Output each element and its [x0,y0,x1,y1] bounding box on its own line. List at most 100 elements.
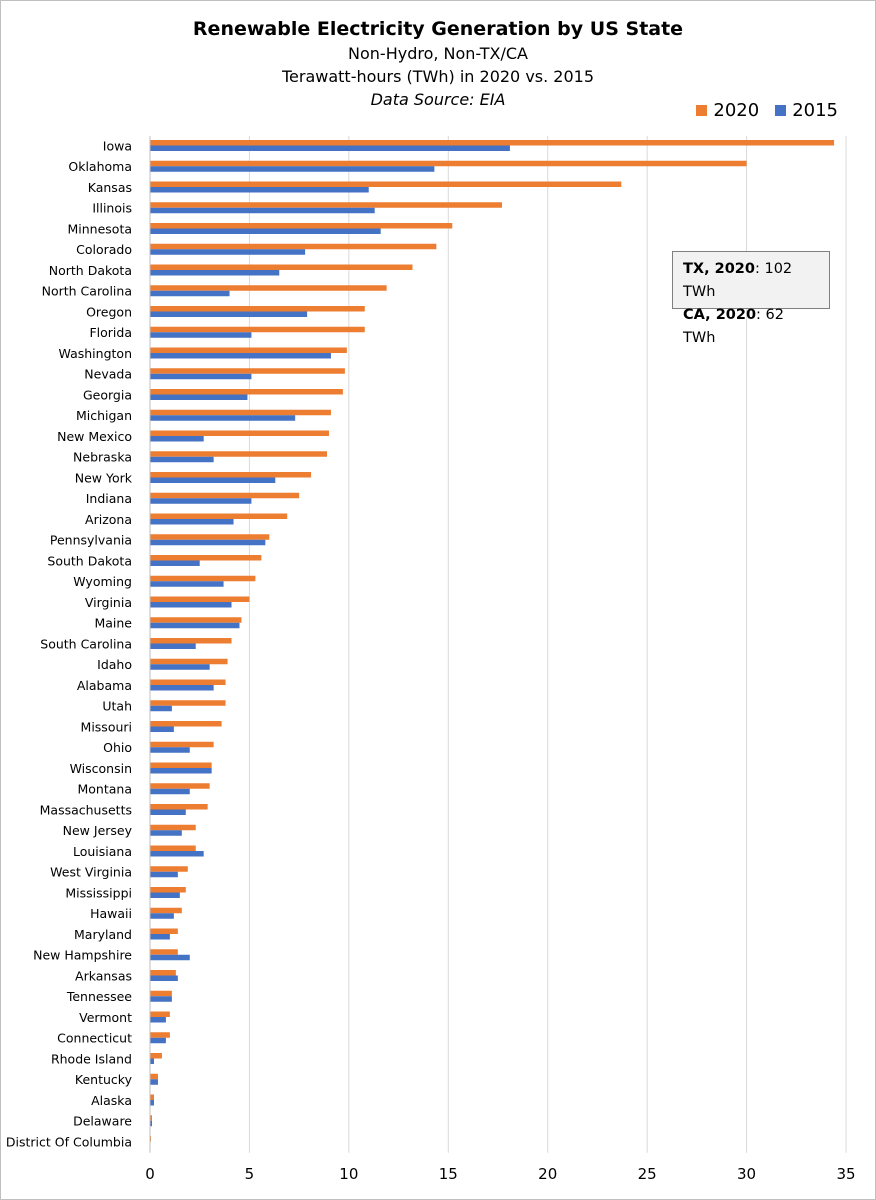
bar-2015-hawaii [150,913,174,919]
legend-item-2015: 2015 [775,100,838,121]
bar-2015-west-virginia [150,871,178,878]
y-tick-label-vermont: Vermont [79,1010,132,1025]
y-tick-label-michigan: Michigan [76,408,132,423]
bar-2015-mississippi [150,892,180,898]
x-tick-label-5: 5 [245,1165,255,1183]
bar-2020-alaska [150,1094,154,1100]
legend: 2020 2015 [680,100,838,121]
bar-2020-connecticut [150,1032,170,1038]
bar-2020-maryland [150,928,178,934]
bar-2020-massachusetts [150,804,208,810]
y-tick-label-wisconsin: Wisconsin [70,761,132,776]
legend-label-2020: 2020 [713,100,760,121]
bar-2015-utah [150,705,172,712]
bar-2020-arkansas [150,970,176,976]
bar-2020-utah [150,700,226,706]
bar-2020-new-jersey [150,824,196,831]
bar-2015-oregon [150,311,308,317]
bar-2015-alabama [150,685,214,691]
bar-2015-south-carolina [150,643,196,649]
bar-2015-oklahoma [150,166,435,172]
y-tick-label-utah: Utah [102,699,132,714]
bar-2020-mississippi [150,887,186,893]
legend-label-2015: 2015 [792,100,838,121]
bar-2020-oregon [150,306,365,312]
bar-2020-maine [150,617,242,623]
bar-2015-north-dakota [150,270,280,276]
bar-2020-oklahoma [150,160,747,167]
bar-2015-washington [150,353,331,359]
bar-2020-illinois [150,202,502,208]
bar-2020-north-dakota [150,264,413,270]
y-tick-label-new-york: New York [75,470,133,485]
bar-2020-wisconsin [150,762,212,768]
bar-2015-massachusetts [150,809,186,815]
legend-item-2020: 2020 [696,100,759,121]
bar-2020-wyoming [150,575,256,582]
y-tick-label-georgia: Georgia [83,387,132,402]
annotation-ca-bold: CA, 2020 [683,307,757,323]
bar-2020-tennessee [150,990,172,997]
legend-swatch-2020 [696,105,708,116]
bar-2020-montana [150,783,210,789]
y-tick-label-south-dakota: South Dakota [47,553,132,568]
bar-2015-new-mexico [150,436,204,442]
bar-2015-montana [150,788,190,795]
bar-2020-north-carolina [150,285,387,291]
bar-2020-ohio [150,741,214,748]
chart-subtitle-2: Terawatt-hours (TWh) in 2020 vs. 2015 [281,67,595,86]
bar-2020-washington [150,347,347,353]
bar-2015-iowa [150,145,510,151]
y-tick-label-pennsylvania: Pennsylvania [50,533,132,548]
y-tick-label-alabama: Alabama [77,678,132,693]
y-tick-label-iowa: Iowa [103,138,132,153]
bar-2020-indiana [150,492,300,499]
bar-2020-rhode-island [150,1053,162,1059]
bar-2020-kentucky [150,1073,158,1080]
bar-2015-south-dakota [150,560,200,566]
y-tick-label-washington: Washington [59,346,132,361]
bar-2020-virginia [150,596,250,602]
y-tick-label-massachusetts: Massachusetts [40,802,132,817]
y-tick-label-arizona: Arizona [85,512,132,527]
y-tick-label-tennessee: Tennessee [66,989,132,1004]
y-tick-label-missouri: Missouri [81,719,132,734]
legend-swatch-2015 [775,105,787,116]
bar-2015-louisiana [150,851,204,857]
bar-2020-colorado [150,243,437,250]
bar-2015-kentucky [150,1079,158,1085]
y-tick-label-kentucky: Kentucky [75,1072,133,1087]
bar-2015-wyoming [150,581,224,587]
bar-2020-new-york [150,472,312,478]
bar-2015-arizona [150,519,234,525]
x-tick-label-10: 10 [339,1165,358,1183]
y-tick-label-district-of-columbia: District Of Columbia [6,1134,132,1149]
bar-2020-louisiana [150,845,196,851]
y-tick-label-idaho: Idaho [97,657,132,672]
bar-2015-new-hampshire [150,954,190,961]
bar-2015-missouri [150,726,174,732]
bar-2015-delaware [150,1120,152,1127]
y-tick-label-new-jersey: New Jersey [63,823,133,838]
bar-2020-idaho [150,658,228,665]
y-tick-label-oregon: Oregon [86,304,132,319]
y-tick-label-connecticut: Connecticut [57,1031,132,1046]
bar-2020-michigan [150,409,331,416]
y-tick-label-alaska: Alaska [91,1093,132,1108]
bar-2015-new-jersey [150,830,182,836]
annotation-ca-value: : 62 TWh [683,307,784,346]
bar-2015-maryland [150,934,170,940]
y-tick-label-delaware: Delaware [73,1114,132,1129]
y-tick-label-ohio: Ohio [103,740,132,755]
bar-2020-vermont [150,1011,170,1017]
bar-2020-nevada [150,368,345,374]
y-tick-label-indiana: Indiana [86,491,132,506]
bar-2015-kansas [150,187,369,193]
y-tick-label-colorado: Colorado [76,242,132,257]
y-tick-label-oklahoma: Oklahoma [68,159,132,174]
x-tick-label-0: 0 [145,1165,155,1183]
bar-2020-south-carolina [150,638,232,644]
y-tick-label-minnesota: Minnesota [67,221,132,236]
bar-2015-indiana [150,498,252,504]
